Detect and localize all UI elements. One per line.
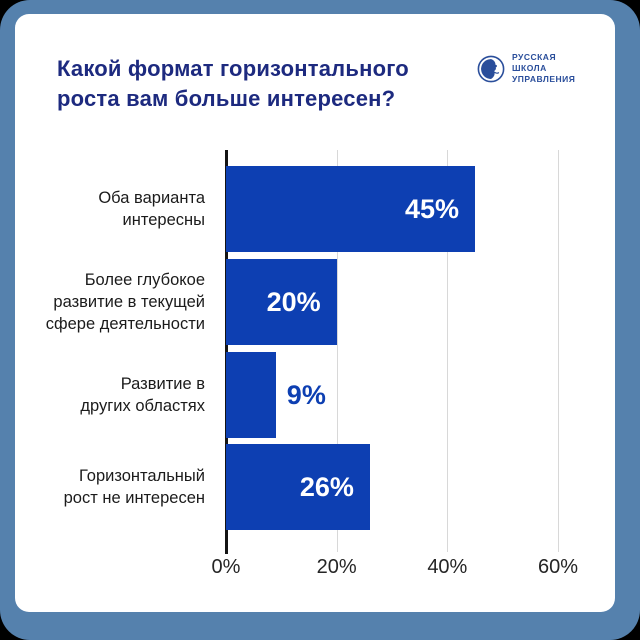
x-tick-label: 20% bbox=[316, 556, 357, 578]
x-tick-label: 60% bbox=[537, 556, 579, 578]
category-label-text: Оба варианта интересны bbox=[98, 189, 205, 229]
gridline-20% bbox=[336, 150, 338, 552]
category-label: Развитие в других областях bbox=[15, 352, 205, 438]
x-tick-label: 0% bbox=[211, 556, 241, 578]
bar-segment bbox=[226, 352, 276, 438]
globe-icon bbox=[477, 55, 505, 82]
brand-logo-line3: УПРАВЛЕНИЯ bbox=[512, 74, 576, 84]
category-label-text: Более глубокое развитие в текущей сфере де… bbox=[45, 271, 205, 333]
value-label: 9% bbox=[286, 379, 326, 410]
chart-title-line1: Какой формат горизонтального bbox=[57, 56, 409, 81]
gridline-40% bbox=[447, 150, 449, 552]
bar-segment bbox=[226, 166, 475, 252]
brand-logo-text: РУССКАЯ ШКОЛА УПРАВЛЕНИЯ bbox=[512, 52, 575, 85]
category-label: Горизонтальный рост не интересен bbox=[15, 444, 205, 530]
bar-segment bbox=[226, 444, 370, 530]
chart-title-line2: роста вам больше интересен? bbox=[57, 86, 396, 111]
x-tick-label: 40% bbox=[427, 556, 468, 578]
category-label-text: Горизонтальный рост не интересен bbox=[63, 467, 205, 507]
bar-chart: 0% 20% 40% 60% Оба варианта интересны 45% Более… bbox=[15, 14, 615, 612]
category-label-text: Развитие в других областях bbox=[80, 375, 205, 415]
brand-logo-line1: РУССКАЯ bbox=[512, 52, 557, 62]
brand-logo-line2: ШКОЛА bbox=[512, 63, 547, 73]
category-label: Оба варианта интересны bbox=[15, 166, 205, 252]
value-label: 45% bbox=[404, 193, 459, 224]
value-label: 26% bbox=[299, 471, 354, 502]
gridline-60% bbox=[558, 150, 559, 552]
category-label: Более глубокое развитие в текущей сфере де… bbox=[15, 259, 205, 345]
bar-segment bbox=[226, 259, 337, 345]
value-label: 20% bbox=[266, 286, 321, 317]
chart-card: Какой формат горизонтального роста вам б… bbox=[15, 14, 615, 612]
brand-logo: РУССКАЯ ШКОЛА УПРАВЛЕНИЯ bbox=[477, 52, 575, 85]
chart-title: Какой формат горизонтального роста вам б… bbox=[57, 54, 409, 114]
